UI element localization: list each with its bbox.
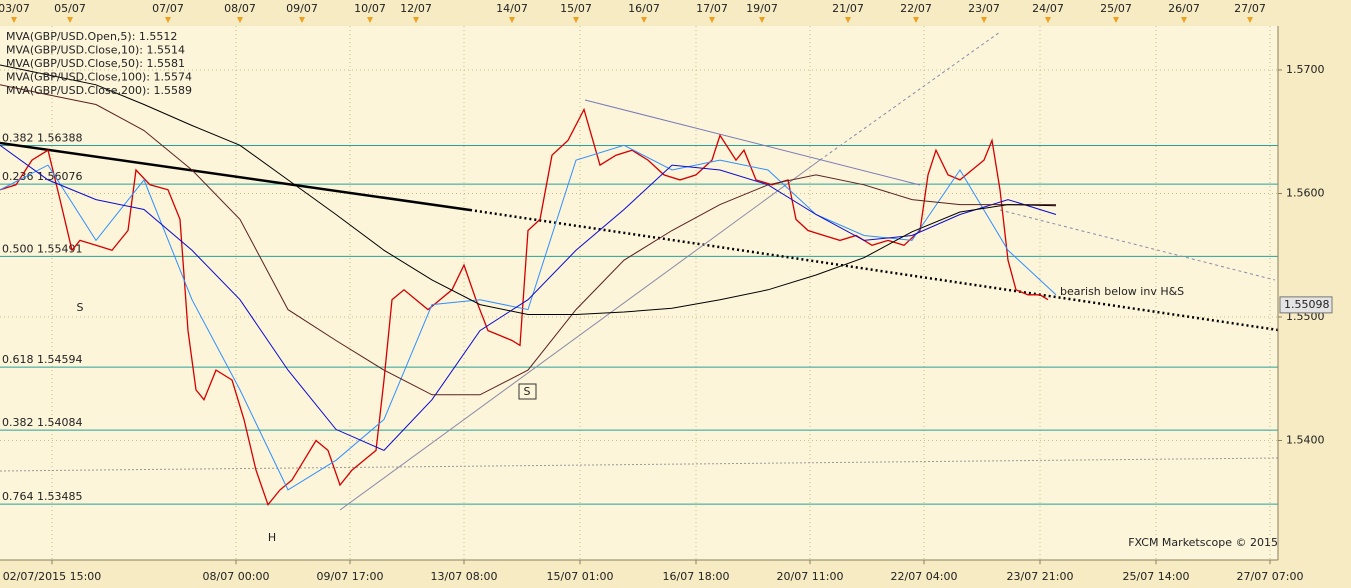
trendline	[469, 208, 1279, 332]
top-date-label: 25/07	[1100, 2, 1132, 15]
date-marker	[1181, 17, 1187, 23]
legend: MVA(GBP/USD.Open,5): 1.5512MVA(GBP/USD.C…	[6, 30, 192, 97]
annotation: S	[77, 301, 84, 314]
legend-entry: MVA(GBP/USD.Close,100): 1.5574	[6, 71, 192, 84]
date-marker	[913, 17, 919, 23]
date-marker	[237, 17, 243, 23]
last-price-box	[1279, 296, 1333, 314]
date-marker	[413, 17, 419, 23]
annotation: H	[268, 531, 276, 544]
date-marker	[11, 17, 17, 23]
x-tick-label: 09/07 17:00	[317, 570, 384, 583]
top-date-label: 24/07	[1032, 2, 1064, 15]
fib-levels: 0.382 1.56388 0.236 1.56076 0.500 1.55491 0…	[0, 132, 1278, 505]
top-date-label: 08/07	[224, 2, 256, 15]
fib-label: 0.382 1.56388	[2, 132, 82, 145]
date-marker	[367, 17, 373, 23]
legend-entry: MVA(GBP/USD.Open,5): 1.5512	[6, 30, 177, 43]
annotation-box	[518, 383, 537, 400]
grid	[0, 26, 1278, 561]
ma-line	[0, 84, 1056, 396]
top-date-label: 27/07	[1234, 2, 1266, 15]
date-marker	[573, 17, 579, 23]
top-date-label: 05/07	[54, 2, 86, 15]
x-tick-label: 27/07 07:00	[1237, 570, 1304, 583]
ma-line	[0, 144, 1057, 451]
trendlines	[0, 31, 1279, 511]
x-tick-label: 08/07 00:00	[203, 570, 270, 583]
date-marker	[759, 17, 765, 23]
top-date-label: 16/07	[628, 2, 660, 15]
date-marker	[509, 17, 515, 23]
trendline	[584, 99, 921, 186]
series	[0, 64, 1057, 507]
date-marker	[1113, 17, 1119, 23]
trendline	[819, 31, 1001, 161]
top-date-label: 26/07	[1168, 2, 1200, 15]
date-marker	[67, 17, 73, 23]
fib-label: 0.618 1.54594	[2, 353, 82, 366]
date-marker	[845, 17, 851, 23]
top-date-label: 14/07	[496, 2, 528, 15]
x-tick-label: 25/07 14:00	[1123, 570, 1190, 583]
date-marker	[981, 17, 987, 23]
ma-line	[0, 107, 1049, 507]
top-date-label: 07/07	[152, 2, 184, 15]
plot-area	[0, 26, 1278, 560]
date-marker	[299, 17, 305, 23]
top-date-label: 03/07	[0, 2, 30, 15]
y-tick-label: 1.5600	[1286, 186, 1325, 199]
date-marker	[1247, 17, 1253, 23]
y-tick-label: 1.5400	[1286, 433, 1325, 446]
watermark: FXCM Marketscope © 2015	[1128, 536, 1278, 549]
date-marker	[1045, 17, 1051, 23]
ma-line	[0, 144, 1057, 491]
top-date-label: 17/07	[696, 2, 728, 15]
fib-label: 0.500 1.55491	[2, 242, 82, 255]
x-tick-label: 13/07 08:00	[431, 570, 498, 583]
top-date-label: 15/07	[560, 2, 592, 15]
top-date-label: 21/07	[832, 2, 864, 15]
fib-label: 0.382 1.54084	[2, 416, 82, 429]
date-marker	[709, 17, 715, 23]
trendline	[339, 159, 821, 511]
top-date-label: 09/07	[286, 2, 318, 15]
date-marker	[165, 17, 171, 23]
x-tick-label: 15/07 01:00	[547, 570, 614, 583]
annotation: S	[524, 385, 531, 398]
annotation: bearish below inv H&S	[1060, 285, 1184, 298]
trendline	[0, 457, 1279, 472]
fib-label: 0.764 1.53485	[2, 490, 82, 503]
y-tick-label: 1.5700	[1286, 63, 1325, 76]
x-tick-label: 02/07/2015 15:00	[3, 570, 102, 583]
legend-entry: MVA(GBP/USD.Close,10): 1.5514	[6, 44, 185, 57]
fib-label: 0.236 1.56076	[2, 170, 82, 183]
date-marker	[641, 17, 647, 23]
top-date-label: 12/07	[400, 2, 432, 15]
x-tick-label: 20/07 11:00	[777, 570, 844, 583]
top-date-label: 22/07	[900, 2, 932, 15]
ma-line	[0, 64, 1057, 315]
x-tick-label: 23/07 21:00	[1007, 570, 1074, 583]
last-price-label: 1.55098	[1284, 298, 1330, 311]
x-tick-label: 16/07 18:00	[663, 570, 730, 583]
trendline	[0, 141, 471, 212]
trendline	[999, 209, 1276, 281]
legend-entry: MVA(GBP/USD.Close,50): 1.5581	[6, 57, 185, 70]
top-date-label: 10/07	[354, 2, 386, 15]
x-tick-label: 22/07 04:00	[891, 570, 958, 583]
top-date-label: 23/07	[968, 2, 1000, 15]
top-date-label: 19/07	[746, 2, 778, 15]
legend-entry: MVA(GBP/USD.Close,200): 1.5589	[6, 84, 192, 97]
